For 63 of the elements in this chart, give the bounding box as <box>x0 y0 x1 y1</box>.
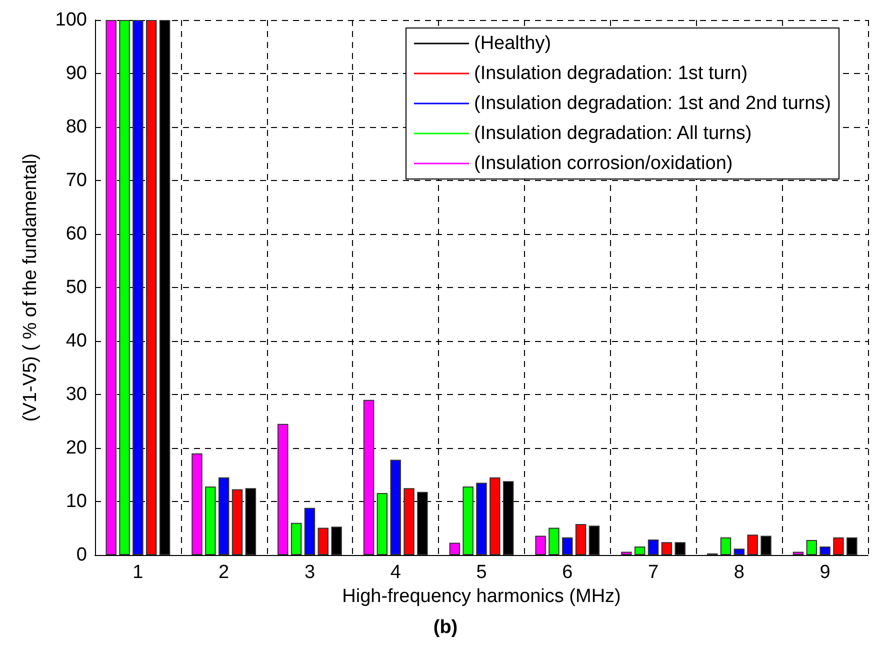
x-tick-label: 8 <box>734 562 744 583</box>
y-tick-label: 70 <box>66 170 87 191</box>
bar <box>562 537 573 555</box>
bar <box>146 20 157 555</box>
bar <box>792 552 804 555</box>
legend-label: (Insulation degradation: 1st turn) <box>474 63 748 84</box>
bar <box>575 524 586 555</box>
bar <box>205 486 216 555</box>
bar <box>318 528 329 555</box>
y-tick-label: 40 <box>66 330 87 352</box>
bar <box>106 20 116 555</box>
y-tick-label: 60 <box>66 224 87 244</box>
bar <box>648 539 659 555</box>
text: (b) <box>433 617 458 638</box>
bar <box>449 542 460 555</box>
bar <box>747 534 758 555</box>
bar <box>462 486 474 555</box>
bar <box>390 460 401 555</box>
y-tick-label: 0 <box>76 544 87 566</box>
bar <box>820 546 830 555</box>
legend-label: (Insulation degradation: All turns) <box>474 123 752 144</box>
y-tick-label: 20 <box>66 438 87 458</box>
bar <box>661 542 672 555</box>
x-axis-title: High-frequency harmonics (MHz) <box>342 586 621 607</box>
x-tick-label: 6 <box>562 562 573 583</box>
bar <box>476 482 487 555</box>
bar <box>119 20 130 555</box>
bar <box>404 488 414 555</box>
legend-label: (Insulation degradation: 1st and 2nd turns) <box>474 93 832 114</box>
x-tick-label: 5 <box>476 562 487 583</box>
bar <box>806 540 818 555</box>
bar <box>290 522 302 555</box>
bar <box>376 492 388 555</box>
y-tick-label: 90 <box>66 63 87 84</box>
bar <box>304 508 316 555</box>
legend-label: (Insulation corrosion/oxidation) <box>474 153 733 174</box>
bar <box>734 548 745 555</box>
bar <box>634 546 646 555</box>
bar <box>833 537 844 555</box>
bar <box>218 477 230 555</box>
x-tick-label: 7 <box>648 562 659 583</box>
bar <box>535 536 546 555</box>
bar <box>621 552 632 555</box>
x-tick-label: 3 <box>304 562 316 583</box>
bar <box>192 453 202 555</box>
y-tick-label: 30 <box>66 384 87 405</box>
bar <box>132 20 144 555</box>
bar <box>232 489 243 555</box>
x-tick-label: 2 <box>218 562 230 583</box>
bar <box>720 537 732 555</box>
legend-label: (Healthy) <box>474 33 552 54</box>
y-tick-label: 10 <box>66 491 87 512</box>
y-tick-label: 80 <box>66 116 87 138</box>
x-tick-label: 9 <box>820 562 830 583</box>
y-tick-label: 100 <box>55 10 87 30</box>
y-axis-title: (V1-V5) ( % of the fundamental) <box>20 153 41 422</box>
bar <box>278 424 288 555</box>
x-tick-label: 1 <box>132 562 144 583</box>
y-tick-label: 50 <box>66 277 87 298</box>
bar <box>548 528 560 555</box>
x-tick-label: 4 <box>390 562 402 583</box>
bar <box>363 400 374 555</box>
bar <box>490 477 500 555</box>
